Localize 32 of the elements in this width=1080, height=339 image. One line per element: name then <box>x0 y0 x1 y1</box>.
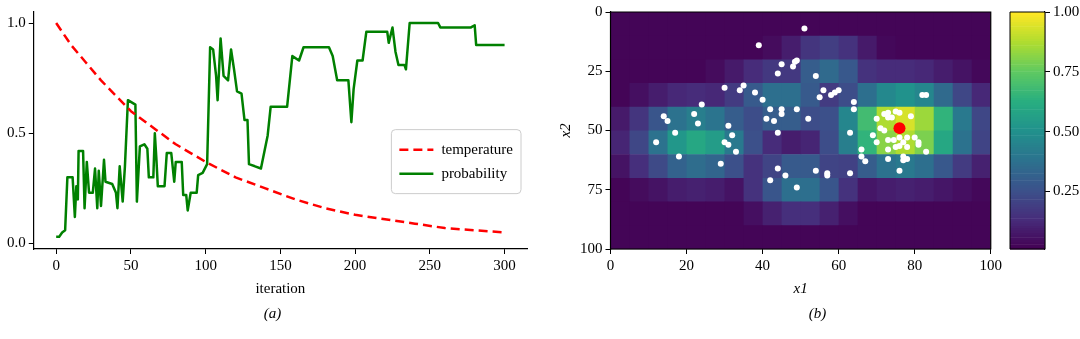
y-tick-label: 0 <box>595 2 603 19</box>
color-bar-label: 0.50 <box>1053 122 1080 139</box>
y-tick-label: 25 <box>587 62 603 79</box>
x-tick-label: 100 <box>979 256 1002 273</box>
x-tick-label: 150 <box>269 256 292 273</box>
x-tick-label: 250 <box>418 256 442 273</box>
y-tick-label: 100 <box>580 239 603 256</box>
x-tick-label: 50 <box>123 256 139 273</box>
color-bar-label: 1.00 <box>1053 2 1080 19</box>
text: (a) <box>262 305 283 322</box>
x-tick-label: 0 <box>606 256 615 273</box>
legend-label: probability <box>441 164 508 181</box>
color-bar-label: 0.75 <box>1053 62 1080 79</box>
text: (b) <box>807 305 828 322</box>
x-tick-label: 0 <box>52 256 60 273</box>
x-tick-label: 300 <box>493 256 516 273</box>
x-tick-label: 60 <box>831 256 847 273</box>
x-tick-label: 20 <box>679 256 695 273</box>
legend-label: temperature <box>441 140 514 157</box>
x-axis-title: x1 <box>792 279 808 296</box>
y-tick-label: 1.0 <box>7 13 26 30</box>
x-tick-label: 200 <box>343 256 367 273</box>
y-tick-label: 50 <box>587 121 603 138</box>
x-tick-label: 80 <box>907 256 923 273</box>
color-bar-label: 0.25 <box>1053 182 1080 199</box>
y-axis-title: x2 <box>556 122 573 139</box>
x-tick-label: 100 <box>194 256 217 273</box>
x-axis-title: iteration <box>255 279 306 296</box>
y-tick-label: 75 <box>587 180 603 197</box>
y-tick-label: 0.5 <box>7 124 26 141</box>
x-tick-label: 40 <box>755 256 771 273</box>
y-tick-label: 0.0 <box>7 234 26 251</box>
